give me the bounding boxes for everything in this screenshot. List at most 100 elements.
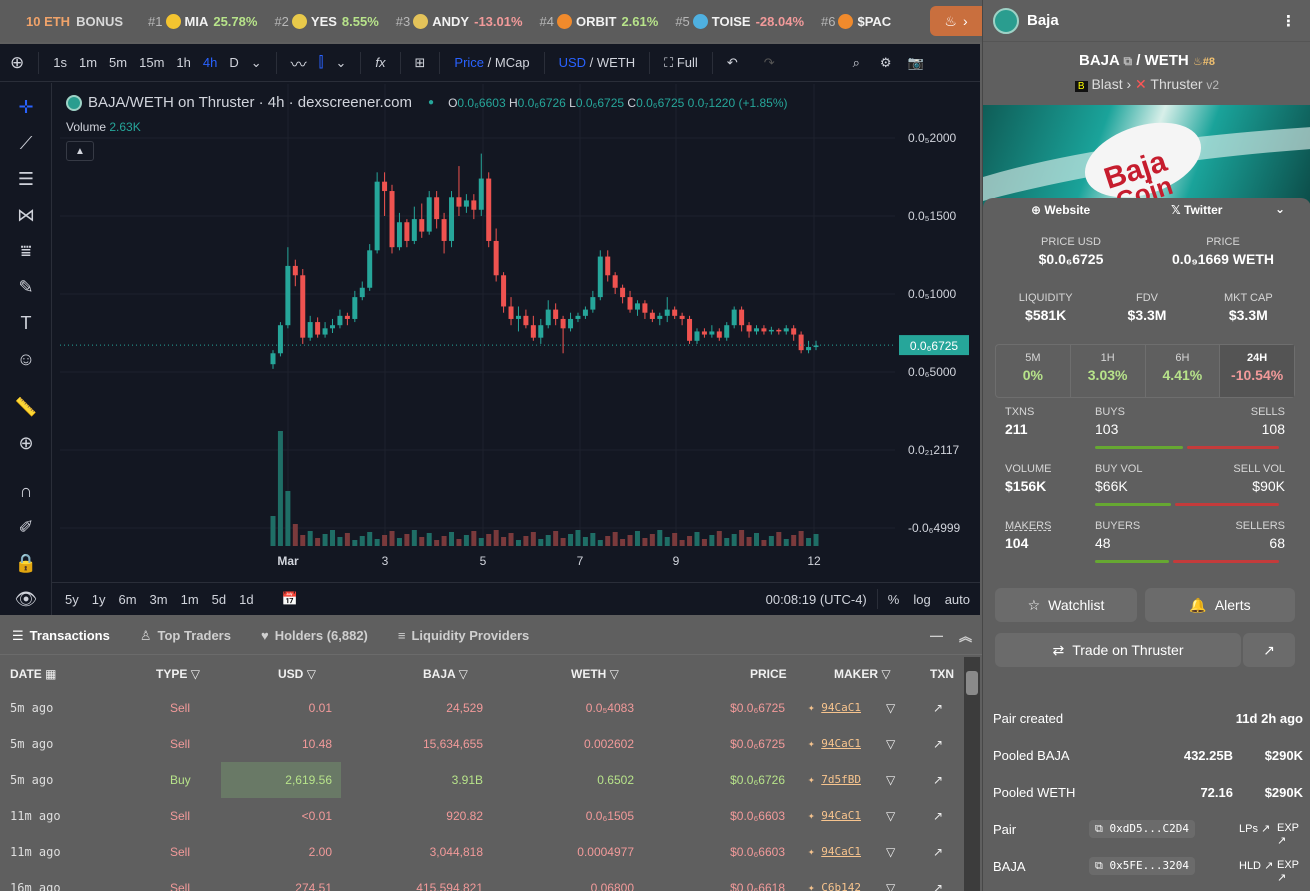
table-row[interactable]: 5m ago Sell 10.48 15,634,655 0.002602 $0.0₆67… [0, 726, 960, 762]
camera-icon[interactable]: 📷 [907, 54, 924, 70]
tab-liquidity-providers[interactable]: ≡ Liquidity Providers [397, 628, 530, 643]
expand-icon[interactable]: ︽ [958, 629, 972, 644]
quick-search-icon[interactable]: ⌕ [852, 54, 860, 70]
magnet-icon[interactable]: ∩ [19, 480, 33, 501]
indicators-icon[interactable]: fx [375, 55, 386, 70]
change-tab-24h[interactable]: 24H -10.54% [1220, 345, 1294, 397]
maker-address[interactable]: ✦ 94CaC1 [808, 845, 861, 858]
brush-icon[interactable]: ✎ [18, 276, 34, 297]
bonus-banner[interactable]: 10 ETH BONUS [26, 13, 124, 29]
table-row[interactable]: 5m ago Sell 0.01 24,529 0.0₅4083 $0.0₆6725 ✦ 9… [0, 690, 960, 726]
website-link[interactable]: ⊕ Website [1031, 203, 1091, 217]
add-symbol-icon[interactable]: ⊕ [10, 52, 25, 72]
col-maker[interactable]: MAKER ▽ [834, 667, 891, 681]
col-type[interactable]: TYPE ▽ [156, 667, 200, 681]
watchlist-button[interactable]: ☆ Watchlist [995, 588, 1137, 622]
external-link-icon[interactable]: ↗ [933, 701, 944, 715]
maker-address[interactable]: ✦ 94CaC1 [808, 701, 861, 714]
interval-15m[interactable]: 15m [139, 55, 165, 70]
range-1d[interactable]: 1d [239, 591, 254, 607]
redo-icon[interactable]: ↷ [763, 54, 775, 70]
chart-clock[interactable]: 00:08:19 (UTC-4) [765, 591, 867, 607]
interval-5m[interactable]: 5m [109, 55, 128, 70]
trending-toggle-button[interactable]: ♨ › [930, 6, 982, 36]
table-row[interactable]: 11m ago Sell <0.01 920.82 0.0₆1505 $0.0₆6603 ✦… [0, 798, 960, 834]
price-mcap-toggle[interactable]: Price / MCap [454, 55, 530, 70]
maker-address[interactable]: ✦ C6b142 [808, 881, 861, 891]
external-link-icon[interactable]: ↗ [933, 809, 944, 823]
col-date[interactable]: DATE ▦ [10, 667, 57, 681]
pattern-icon[interactable]: ⋈ [17, 204, 35, 225]
table-scrollbar[interactable] [964, 657, 980, 891]
interval-4h[interactable]: 4h [202, 55, 218, 70]
gear-icon[interactable]: ⚙ [879, 54, 892, 70]
change-tab-6h[interactable]: 6H 4.41% [1146, 345, 1221, 397]
explorer-link[interactable]: EXP ↗ [1277, 859, 1299, 884]
fullscreen-button[interactable]: ⛶ Full [664, 54, 698, 70]
layout-grid-icon[interactable]: ⊞ [414, 54, 426, 70]
ruler-icon[interactable]: 📏 [14, 396, 38, 417]
maker-address[interactable]: ✦ 94CaC1 [808, 737, 861, 750]
lock-drawing-icon[interactable]: ✐ [18, 516, 34, 537]
currency-toggle[interactable]: USD / WETH [558, 55, 636, 70]
lps-link[interactable]: LPs ↗ [1239, 823, 1271, 835]
tab-holders[interactable]: ♥ Holders (6,882) [260, 628, 368, 643]
chain-link[interactable]: Blast [1091, 76, 1123, 92]
range-6m[interactable]: 6m [118, 591, 137, 607]
auto-scale-toggle[interactable]: auto [944, 591, 970, 607]
range-1y[interactable]: 1y [91, 591, 106, 607]
change-tab-5m[interactable]: 5M 0% [996, 345, 1071, 397]
range-1m[interactable]: 1m [180, 591, 199, 607]
more-menu-icon[interactable]: ⋮ [1281, 12, 1296, 30]
table-row[interactable]: 5m ago Buy 2,619.56 3.91B 0.6502 $0.0₆6726 ✦ 7… [0, 762, 960, 798]
trade-button[interactable]: ⇄ Trade on Thruster [995, 633, 1241, 667]
table-row[interactable]: 16m ago Sell 274.51 415,594,821 0.06800 $0.0₆… [0, 870, 960, 891]
zoom-in-icon[interactable]: ⊕ [18, 432, 34, 453]
price-chart[interactable]: 0.0₅2000 0.0₅1500 0.0₅1000 0.0₆5000 0.0₂₁211… [0, 44, 980, 615]
col-baja[interactable]: BAJA ▽ [423, 667, 468, 681]
external-link-icon[interactable]: ↗ [933, 881, 944, 891]
range-5y[interactable]: 5y [65, 591, 79, 607]
range-3m[interactable]: 3m [149, 591, 168, 607]
dex-link[interactable]: Thruster [1150, 76, 1203, 92]
external-link-icon[interactable]: ↗ [933, 773, 944, 787]
interval-1s[interactable]: 1s [53, 55, 67, 70]
filter-icon[interactable]: ▽ [886, 773, 896, 787]
maker-address[interactable]: ✦ 7d5fBD [808, 773, 861, 786]
explorer-link[interactable]: EXP ↗ [1277, 822, 1299, 847]
chevron-down-icon[interactable]: ⌄ [250, 54, 262, 70]
filter-icon[interactable]: ▽ [886, 845, 896, 859]
line-chart-icon[interactable]: 〰 [290, 56, 307, 74]
eye-icon[interactable]: 👁 [14, 588, 38, 609]
fib-icon[interactable]: ☰ [17, 168, 35, 189]
filter-icon[interactable]: ▽ [886, 881, 896, 891]
change-tab-1h[interactable]: 1H 3.03% [1071, 345, 1146, 397]
col-usd[interactable]: USD ▽ [278, 667, 316, 681]
maker-address[interactable]: ✦ 94CaC1 [808, 809, 861, 822]
filter-icon[interactable]: ▽ [886, 737, 896, 751]
table-row[interactable]: 11m ago Sell 2.00 3,044,818 0.0004977 $0.0₆66… [0, 834, 960, 870]
interval-D[interactable]: D [229, 55, 239, 70]
twitter-link[interactable]: 𝕏 Twitter [1171, 203, 1223, 217]
candles-icon[interactable]: ⫿ [318, 54, 324, 71]
external-link-icon[interactable]: ↗ [933, 737, 944, 751]
external-link-icon[interactable]: ↗ [933, 845, 944, 859]
holders-link[interactable]: HLD ↗ [1239, 860, 1274, 872]
percent-scale-toggle[interactable]: % [887, 591, 900, 607]
undo-icon[interactable]: ↶ [726, 54, 738, 70]
ticker-item[interactable]: #5 TOISE -28.04% [675, 13, 804, 29]
range-5d[interactable]: 5d [211, 591, 227, 607]
ticker-item[interactable]: #6 $PAC [821, 13, 896, 29]
minimize-icon[interactable]: — [929, 628, 943, 643]
ticker-item[interactable]: #4 ORBIT 2.61% [540, 13, 658, 29]
text-icon[interactable]: T [20, 312, 32, 333]
chevron-down-icon[interactable]: ⌄ [335, 54, 347, 70]
chevron-down-icon[interactable]: ⌄ [1275, 202, 1286, 216]
collapse-legend-button[interactable]: ▲ [66, 141, 94, 161]
external-link-icon[interactable]: ↗ [1243, 633, 1295, 667]
filter-icon[interactable]: ▽ [886, 809, 896, 823]
projection-icon[interactable]: ⩸ [20, 240, 32, 261]
pair-address[interactable]: ⧉ 0xdD5...C2D4 [1089, 820, 1195, 838]
ticker-item[interactable]: #2 YES 8.55% [274, 13, 379, 29]
lock-icon[interactable]: 🔒 [14, 552, 38, 573]
